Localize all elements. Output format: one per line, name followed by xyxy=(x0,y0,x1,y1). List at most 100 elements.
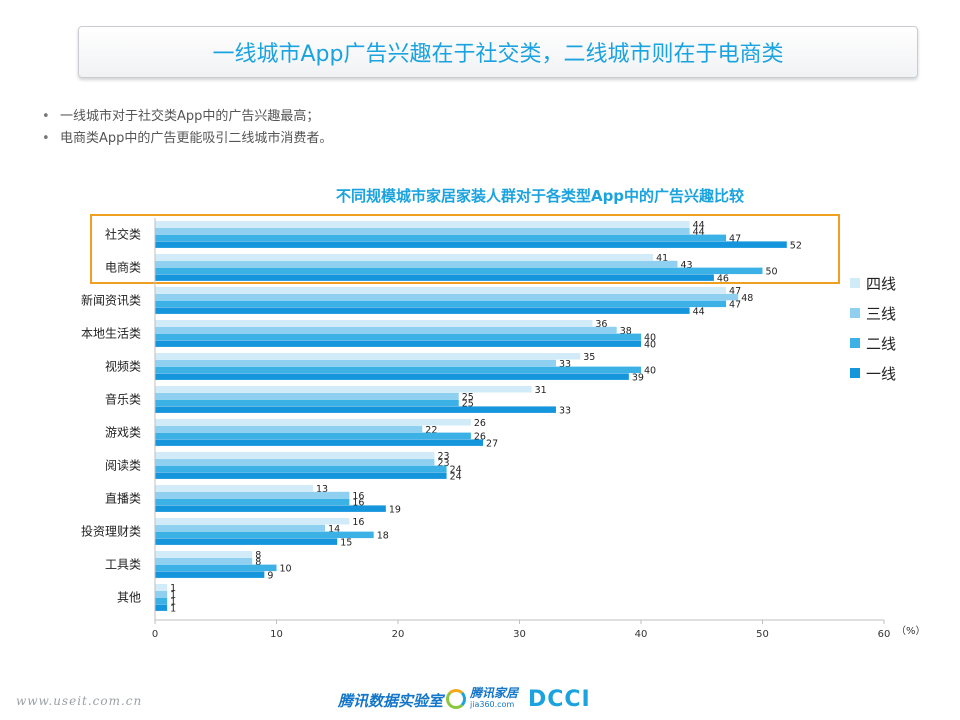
data-label: 40 xyxy=(644,333,656,344)
bar xyxy=(155,333,641,341)
data-label: 44 xyxy=(693,227,705,238)
legend-label: 一线 xyxy=(866,364,897,383)
bar xyxy=(155,300,727,308)
tencent-home-icon xyxy=(446,689,466,709)
bar xyxy=(155,419,471,426)
highlight-box xyxy=(90,214,840,284)
data-label: 19 xyxy=(389,504,401,515)
bar xyxy=(155,584,168,591)
bar xyxy=(155,234,727,242)
bar xyxy=(155,406,556,413)
bar xyxy=(155,340,641,347)
bar xyxy=(155,597,168,605)
bar xyxy=(155,392,459,400)
bar xyxy=(155,326,617,334)
bar xyxy=(155,425,423,433)
bar-chart: 社交类44444752电商类41435046新闻资讯类47484744本地生活类… xyxy=(81,214,926,640)
bar xyxy=(155,293,739,301)
bar xyxy=(155,538,338,545)
data-label: 33 xyxy=(559,359,571,370)
legend-label: 四线 xyxy=(866,274,897,293)
category-label: 新闻资讯类 xyxy=(81,293,141,308)
legend-item: 三线 xyxy=(850,298,896,328)
data-label: 1 xyxy=(170,597,176,608)
tencent-home-logo: 腾讯家居 jia360.com xyxy=(446,686,519,710)
data-label: 16 xyxy=(352,491,364,502)
bar xyxy=(155,465,447,473)
bar xyxy=(155,505,386,512)
bar xyxy=(155,366,641,374)
data-label: 35 xyxy=(583,352,595,363)
watermark: www.useit.com.cn xyxy=(16,694,143,708)
data-label: 1 xyxy=(170,590,176,601)
data-label: 1 xyxy=(170,603,176,614)
data-label: 44 xyxy=(693,306,705,317)
bar xyxy=(155,399,459,407)
bullet-list: • 一线城市对于社交类App中的广告兴趣最高； • 电商类App中的广告更能吸引二线… xyxy=(42,106,332,150)
chart-legend: 四线 三线 二线 一线 xyxy=(850,268,896,388)
category-label: 社交类 xyxy=(105,227,141,242)
data-label: 31 xyxy=(535,385,547,396)
data-label: 40 xyxy=(644,339,656,350)
bar xyxy=(155,452,435,459)
footer: www.useit.com.cn 腾讯数据实验室 腾讯家居 jia360.com … xyxy=(0,686,960,720)
bar xyxy=(155,320,593,327)
data-label: 14 xyxy=(328,524,340,535)
x-tick-label: 60 xyxy=(878,629,891,640)
data-label: 41 xyxy=(656,253,668,264)
bar xyxy=(155,472,447,479)
tencent-home-name: 腾讯家居 xyxy=(470,686,519,700)
bar xyxy=(155,227,690,235)
category-label: 本地生活类 xyxy=(81,327,141,341)
category-label: 投资理财类 xyxy=(81,524,141,539)
legend-item: 一线 xyxy=(850,358,896,388)
bar xyxy=(155,254,654,261)
bar xyxy=(155,432,471,440)
bar xyxy=(155,274,714,281)
x-tick-label: 50 xyxy=(756,629,769,640)
data-label: 23 xyxy=(437,451,449,462)
bar xyxy=(155,267,763,275)
legend-swatch xyxy=(850,308,860,318)
bar xyxy=(155,564,277,572)
legend-label: 二线 xyxy=(866,334,897,353)
bar xyxy=(155,221,690,228)
page-title: 一线城市App广告兴趣在于社交类，二线城市则在于电商类 xyxy=(212,42,784,67)
data-label: 26 xyxy=(474,432,486,443)
legend-swatch xyxy=(850,338,860,348)
bar xyxy=(155,571,265,578)
category-label: 直播类 xyxy=(105,492,141,506)
bar xyxy=(155,373,629,380)
data-label: 48 xyxy=(741,293,753,304)
data-label: 25 xyxy=(462,399,474,410)
data-label: 47 xyxy=(729,286,741,297)
bar xyxy=(155,241,787,248)
category-label: 音乐类 xyxy=(105,392,141,407)
bar xyxy=(155,307,690,314)
title-banner: 一线城市App广告兴趣在于社交类，二线城市则在于电商类 xyxy=(78,26,918,78)
bar xyxy=(155,531,374,539)
data-label: 8 xyxy=(255,557,261,568)
data-label: 44 xyxy=(693,220,705,231)
data-label: 40 xyxy=(644,366,656,377)
bar xyxy=(155,518,350,525)
bar xyxy=(155,551,253,558)
data-label: 24 xyxy=(450,471,462,482)
data-label: 8 xyxy=(255,550,261,561)
legend-swatch xyxy=(850,368,860,378)
x-tick-label: 30 xyxy=(513,629,526,640)
data-label: 36 xyxy=(595,319,607,330)
data-label: 15 xyxy=(340,537,352,548)
bar xyxy=(155,287,727,294)
data-label: 26 xyxy=(474,418,486,429)
x-tick-label: 20 xyxy=(392,629,405,640)
x-tick-label: 0 xyxy=(152,629,158,640)
legend-label: 三线 xyxy=(866,304,897,323)
legend-item: 四线 xyxy=(850,268,896,298)
data-label: 50 xyxy=(766,267,778,278)
category-label: 工具类 xyxy=(105,558,141,572)
bar xyxy=(155,491,350,499)
category-label: 游戏类 xyxy=(105,426,141,440)
bar xyxy=(155,386,532,393)
bar xyxy=(155,439,484,446)
